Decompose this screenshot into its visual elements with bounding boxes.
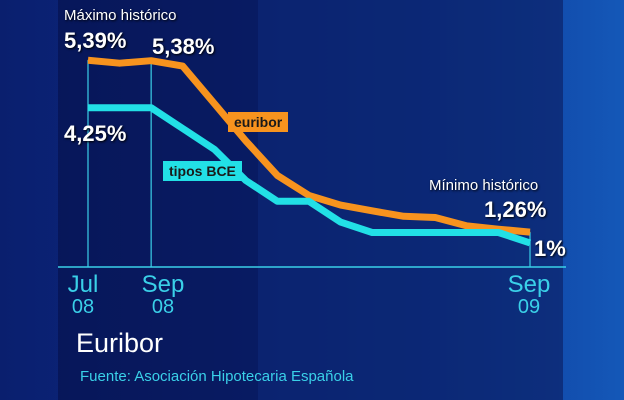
tick-month: Jul: [67, 271, 99, 298]
tick-month: Sep: [507, 271, 551, 298]
data-point: [150, 107, 152, 109]
series-line-euribor: [87, 56, 531, 236]
data-point: [308, 200, 310, 202]
data-point: [213, 103, 215, 105]
data-point: [371, 210, 373, 212]
min-label: Mínimo histórico: [429, 177, 539, 194]
legend-euribor: euribor: [228, 112, 289, 132]
max-label: Máximo histórico: [64, 7, 177, 24]
min-value: 1,26%: [484, 197, 547, 222]
data-point: [340, 221, 342, 223]
data-point: [466, 225, 468, 227]
chart-source: Fuente: Asociación Hipotecaria Española: [80, 368, 354, 385]
data-point: [529, 231, 531, 233]
data-point: [213, 148, 215, 150]
data-point: [403, 232, 405, 233]
data-point: [245, 180, 247, 181]
chart-title: Euribor: [76, 328, 164, 358]
tick-year: 09: [517, 296, 541, 318]
data-point: [119, 107, 121, 109]
data-point: [182, 65, 184, 67]
bce-start-value: 4,25%: [64, 121, 127, 146]
x-tick-sep-09: Sep 09: [499, 271, 559, 318]
tick-year: 08: [71, 296, 95, 318]
data-point: [403, 215, 405, 217]
data-point: [434, 232, 436, 233]
data-point: [182, 128, 184, 129]
data-point: [119, 62, 121, 64]
data-point: [87, 107, 89, 109]
bce-end-value: 1%: [534, 236, 566, 261]
legend-tipos-bce: tipos BCE: [163, 161, 242, 181]
data-point: [150, 60, 152, 62]
sep08-value: 5,38%: [152, 34, 215, 59]
data-point: [340, 204, 342, 206]
data-point: [529, 242, 531, 244]
data-point: [276, 200, 278, 202]
data-point: [371, 232, 373, 233]
x-tick-jul-08: Jul 08: [53, 271, 113, 318]
tick-month: Sep: [141, 271, 185, 298]
data-point: [434, 217, 436, 219]
data-point: [276, 175, 278, 177]
data-point: [245, 140, 247, 142]
data-point: [497, 232, 499, 233]
tick-year: 08: [151, 296, 175, 318]
max-value: 5,39%: [64, 28, 127, 53]
x-tick-sep-08: Sep 08: [133, 271, 193, 318]
data-point: [466, 232, 468, 233]
data-point: [308, 194, 310, 196]
data-point: [87, 59, 89, 61]
